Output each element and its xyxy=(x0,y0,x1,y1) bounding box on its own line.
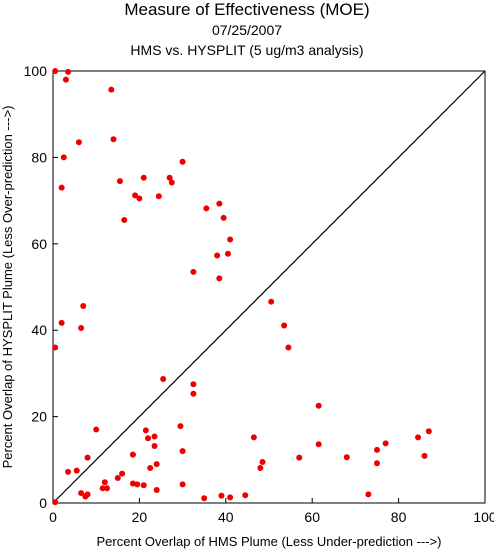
data-point xyxy=(119,470,126,477)
data-point xyxy=(296,454,303,461)
data-point xyxy=(145,435,152,442)
data-point xyxy=(65,68,72,75)
x-tick-label: 80 xyxy=(391,509,407,525)
data-point xyxy=(93,426,100,433)
data-point xyxy=(168,179,175,186)
data-point xyxy=(84,454,91,461)
data-point xyxy=(101,479,108,486)
data-point xyxy=(227,494,234,501)
data-point xyxy=(134,481,141,488)
data-point xyxy=(52,68,59,74)
data-point xyxy=(116,178,123,185)
data-point xyxy=(179,481,186,488)
x-tick-label: 0 xyxy=(49,509,57,525)
data-point xyxy=(201,495,208,502)
data-point xyxy=(315,402,322,409)
data-point xyxy=(153,487,160,494)
reference-line xyxy=(52,70,486,504)
data-point xyxy=(160,376,167,383)
y-tick-label: 100 xyxy=(24,63,48,79)
data-point xyxy=(52,499,59,506)
data-point xyxy=(136,195,143,202)
data-point xyxy=(315,441,322,448)
y-tick-label: 0 xyxy=(39,495,47,511)
data-point xyxy=(80,303,87,310)
data-point xyxy=(82,493,89,500)
data-point xyxy=(179,158,186,165)
data-point xyxy=(60,154,67,161)
data-point xyxy=(343,454,350,461)
data-point xyxy=(177,423,184,430)
data-point xyxy=(259,458,266,465)
plot-frame xyxy=(52,70,486,504)
data-point xyxy=(257,465,264,472)
data-point xyxy=(268,298,275,305)
y-axis-label: Percent Overlap of HYSPLIT Plume (Less O… xyxy=(0,106,15,469)
data-point xyxy=(214,252,221,259)
x-tick-label: 60 xyxy=(304,509,320,525)
chart-title: Measure of Effectiveness (MOE) xyxy=(124,0,370,19)
x-axis-label: Percent Overlap of HMS Plume (Less Under… xyxy=(97,534,442,549)
data-point xyxy=(415,434,422,441)
x-tick-label: 20 xyxy=(132,509,148,525)
data-point xyxy=(382,440,389,447)
data-point xyxy=(281,322,288,329)
data-point xyxy=(216,275,223,282)
data-point xyxy=(179,448,186,455)
data-point xyxy=(147,465,154,472)
data-point xyxy=(250,434,257,441)
data-point xyxy=(421,452,428,459)
data-point xyxy=(110,136,117,143)
data-point xyxy=(108,86,115,93)
data-point xyxy=(166,174,173,181)
data-point xyxy=(224,250,231,257)
data-point xyxy=(73,467,80,474)
data-point xyxy=(227,236,234,243)
data-point xyxy=(216,200,223,207)
data-point xyxy=(104,485,110,492)
data-point xyxy=(129,451,136,458)
data-point xyxy=(203,205,210,212)
data-point xyxy=(218,492,225,499)
y-tick-label: 80 xyxy=(31,149,47,165)
data-point xyxy=(65,468,72,475)
data-point xyxy=(220,214,227,221)
x-tick-label: 100 xyxy=(473,509,494,525)
data-point xyxy=(132,192,139,199)
data-point xyxy=(285,344,292,351)
data-point xyxy=(140,174,147,181)
data-point xyxy=(151,433,158,440)
data-point xyxy=(62,76,69,83)
data-point xyxy=(58,319,65,326)
y-tick-label: 40 xyxy=(31,322,47,338)
data-point xyxy=(52,344,59,351)
data-point xyxy=(142,427,149,434)
y-tick-label: 20 xyxy=(31,409,47,425)
data-point xyxy=(190,390,197,397)
data-point xyxy=(121,217,128,224)
data-point xyxy=(151,442,158,449)
data-point xyxy=(78,325,85,332)
data-point xyxy=(99,485,106,492)
chart-date: 07/25/2007 xyxy=(211,22,283,38)
data-point xyxy=(155,193,162,200)
data-point xyxy=(190,268,197,275)
data-point xyxy=(153,461,160,468)
data-point xyxy=(190,381,197,388)
data-point xyxy=(114,474,121,481)
chart-subtitle: HMS vs. HYSPLIT (5 ug/m3 analysis) xyxy=(130,42,364,58)
data-point xyxy=(58,184,65,191)
data-point xyxy=(425,428,432,435)
data-point xyxy=(78,490,85,497)
data-point xyxy=(140,482,147,489)
data-point xyxy=(374,446,380,453)
y-tick-label: 60 xyxy=(31,236,47,252)
data-point xyxy=(242,492,249,499)
data-point xyxy=(365,491,372,498)
data-point xyxy=(374,460,380,467)
x-tick-label: 40 xyxy=(218,509,234,525)
data-point xyxy=(75,139,82,146)
